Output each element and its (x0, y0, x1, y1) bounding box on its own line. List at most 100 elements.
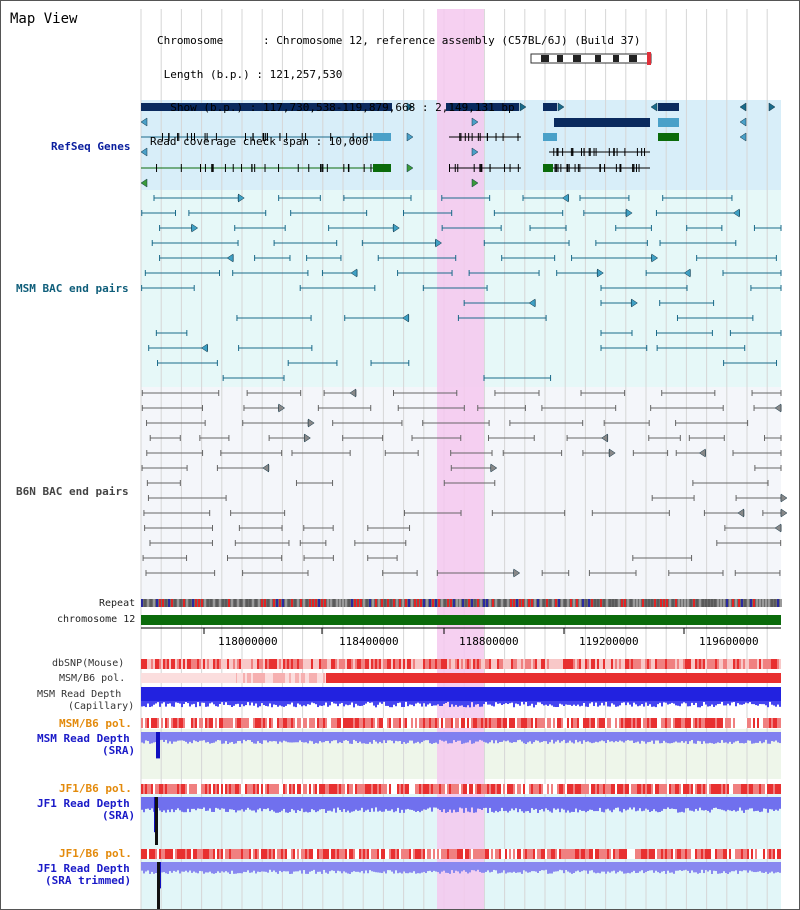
dbsnp-strip (319, 659, 321, 669)
msm-sra-depth (417, 732, 419, 742)
jf1-b6-pol-strip-2 (605, 849, 607, 859)
dbsnp-strip (645, 659, 647, 669)
jf1-b6-pol-strip-2 (767, 849, 769, 859)
dbsnp-strip (167, 659, 169, 669)
msm-sra-depth (357, 732, 359, 743)
capillary-depth-bar (255, 701, 257, 704)
msm-b6-pol-strip-2 (635, 718, 637, 728)
msm-b6-pol-strip-2 (183, 718, 185, 728)
capillary-depth-bar (629, 701, 631, 705)
msm-b6-pol-strip-2 (185, 718, 187, 728)
jf1-trimmed-depth (551, 862, 553, 874)
strand-arrow (780, 493, 788, 503)
repeat-element (348, 599, 350, 607)
jf1-sra-depth (565, 797, 567, 813)
jf1-b6-pol-strip (259, 784, 261, 794)
b6n-bac-label[interactable]: B6N BAC end pairs (16, 485, 129, 498)
msm-b6-pol-strip (271, 673, 273, 683)
jf1-sra-depth (613, 797, 615, 810)
msm-b6-pol-strip-2 (159, 718, 161, 728)
msm-sra-depth (431, 732, 433, 744)
msm-b6-pol-strip-2 (593, 718, 595, 728)
jf1-b6-pol-strip (447, 784, 449, 794)
jf1-b6-pol-strip-2 (743, 849, 745, 859)
jf1-b6-pol-strip-2 (193, 849, 195, 859)
jf1-b6-pol-strip (241, 784, 243, 794)
jf1-b6-pol-strip-2 (285, 849, 287, 859)
repeat-element (375, 599, 377, 607)
capillary-depth-bar (555, 701, 557, 708)
msm-b6-pol-strip-2 (181, 718, 183, 728)
msm-b6-pol-strip (321, 673, 323, 683)
capillary-depth-bar (273, 701, 275, 705)
dbsnp-strip (427, 659, 429, 669)
msm-sra-depth (471, 732, 473, 744)
repeat-element (345, 599, 347, 607)
dbsnp-strip (533, 659, 535, 669)
jf1-b6-pol-strip-2 (461, 849, 463, 859)
jf1-b6-pol-strip-2 (593, 849, 595, 859)
jf1-sra-depth (637, 797, 639, 811)
capillary-depth-bar (747, 701, 749, 704)
capillary-depth-bar (297, 701, 299, 704)
msm-sra-depth (589, 732, 591, 743)
dbsnp-strip (227, 659, 229, 669)
strand-arrow (631, 298, 638, 308)
msm-sra-depth (585, 732, 587, 742)
repeat-element (177, 599, 179, 607)
capillary-depth-bar (375, 701, 377, 708)
capillary-depth-bar (229, 701, 231, 706)
msm-b6-pol-strip-2 (421, 718, 423, 728)
jf1-trimmed-depth (497, 862, 499, 874)
repeat-element (555, 599, 557, 607)
jf1-b6-pol-strip (597, 784, 599, 794)
jf1-b6-pol-strip (633, 784, 635, 794)
jf1-b6-pol-strip (501, 784, 503, 794)
jf1-trimmed-depth (607, 862, 609, 872)
dbsnp-strip (177, 659, 179, 669)
jf1-b6-pol-strip (481, 784, 483, 794)
dbsnp-strip (199, 659, 201, 669)
msm-b6-pol-strip-2 (197, 718, 199, 728)
dbsnp-strip (193, 659, 195, 669)
msm-b6-pol-strip-2 (591, 718, 593, 728)
jf1-trimmed-depth (581, 862, 583, 872)
jf1-trimmed-depth (399, 862, 401, 873)
jf1-trimmed-depth (281, 862, 283, 873)
jf1-trimmed-depth (309, 862, 311, 872)
dbsnp-strip (611, 659, 613, 669)
msm-sra-depth (171, 732, 173, 744)
msm-b6-pol-strip (319, 673, 321, 683)
jf1-trimmed-depth (633, 862, 635, 871)
jf1-b6-pol-strip (429, 784, 431, 794)
msm-sra-depth (505, 732, 507, 742)
capillary-depth-bar (207, 701, 209, 707)
msm-sra-depth (737, 732, 739, 741)
capillary-depth-bar (743, 701, 745, 705)
jf1-trimmed-depth (527, 862, 529, 873)
capillary-depth-bar (463, 701, 465, 707)
jf1-sra-depth (523, 797, 525, 813)
msm-b6-pol-strip-2 (395, 718, 397, 728)
jf1-trimmed-depth (575, 862, 577, 872)
jf1-b6-pol-strip (167, 784, 169, 794)
jf1-b6-pol-strip-2 (201, 849, 203, 859)
dbsnp-strip (171, 659, 173, 669)
capillary-depth-bar (449, 701, 451, 708)
jf1-trimmed-depth (655, 862, 657, 871)
dbsnp-strip (307, 659, 309, 669)
msm-sra-depth (293, 732, 295, 743)
jf1-b6-pol-strip (389, 784, 391, 794)
msm-bac-label[interactable]: MSM BAC end pairs (16, 282, 129, 295)
dbsnp-strip (733, 659, 735, 669)
jf1-b6-pol-strip (461, 784, 463, 794)
jf1-b6-pol-strip-2 (359, 849, 361, 859)
jf1-sra-depth (483, 797, 485, 808)
msm-b6-pol-strip-2 (373, 718, 375, 728)
msm-b6-pol-strip-2 (601, 718, 603, 728)
refseq-genes-label[interactable]: RefSeq Genes (51, 140, 131, 153)
capillary-depth-bar (597, 701, 599, 707)
dbsnp-strip (675, 659, 677, 669)
dbsnp-strip (771, 659, 773, 669)
